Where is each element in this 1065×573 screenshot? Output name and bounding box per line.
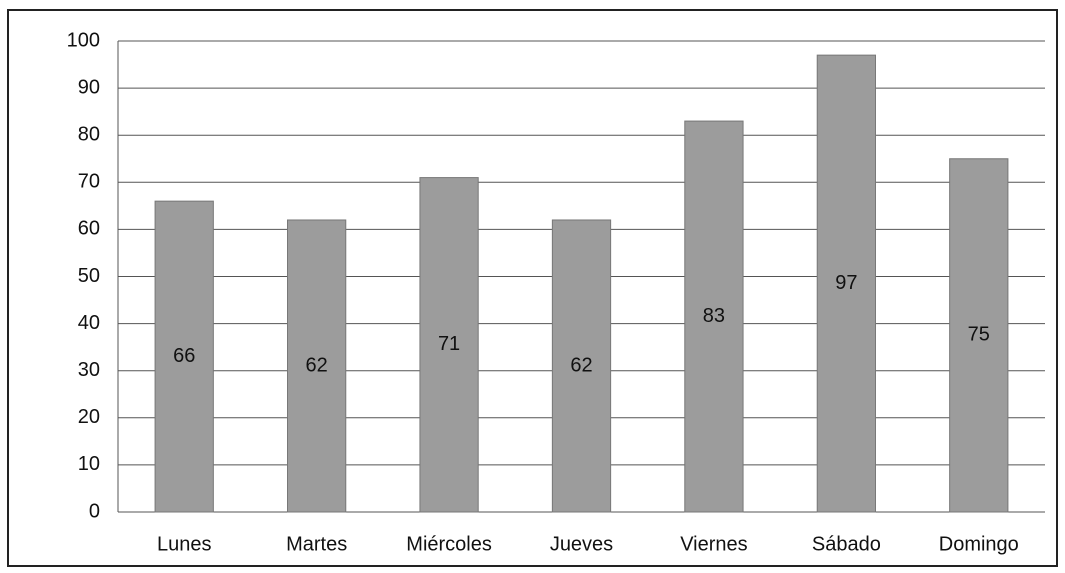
bar (684, 120, 744, 513)
bar (419, 177, 479, 513)
y-tick-label: 60 (78, 218, 100, 240)
bar (816, 54, 876, 513)
x-tick-label: Lunes (157, 533, 212, 555)
y-tick-label: 90 (78, 76, 100, 98)
data-label: 71 (438, 333, 460, 355)
data-label: 62 (570, 354, 592, 376)
y-tick-label: 30 (78, 359, 100, 381)
x-tick-label: Miércoles (406, 533, 492, 555)
y-tick-label: 70 (78, 171, 100, 193)
bar (949, 158, 1009, 513)
data-label: 75 (968, 324, 990, 346)
y-tick-label: 100 (67, 29, 100, 51)
y-tick-label: 80 (78, 123, 100, 145)
data-label: 66 (173, 345, 195, 367)
y-tick-label: 0 (89, 500, 100, 522)
x-tick-label: Viernes (680, 533, 747, 555)
x-tick-label: Sábado (812, 533, 881, 555)
y-tick-label: 40 (78, 312, 100, 334)
data-label: 97 (835, 272, 857, 294)
bar (287, 219, 347, 513)
x-tick-label: Domingo (939, 533, 1019, 555)
data-label: 83 (703, 305, 725, 327)
y-tick-label: 50 (78, 265, 100, 287)
x-tick-label: Martes (286, 533, 347, 555)
bar (154, 200, 214, 513)
y-tick-label: 20 (78, 406, 100, 428)
data-label: 62 (306, 354, 328, 376)
y-tick-label: 10 (78, 453, 100, 475)
bar (551, 219, 612, 513)
x-tick-label: Jueves (550, 533, 613, 555)
